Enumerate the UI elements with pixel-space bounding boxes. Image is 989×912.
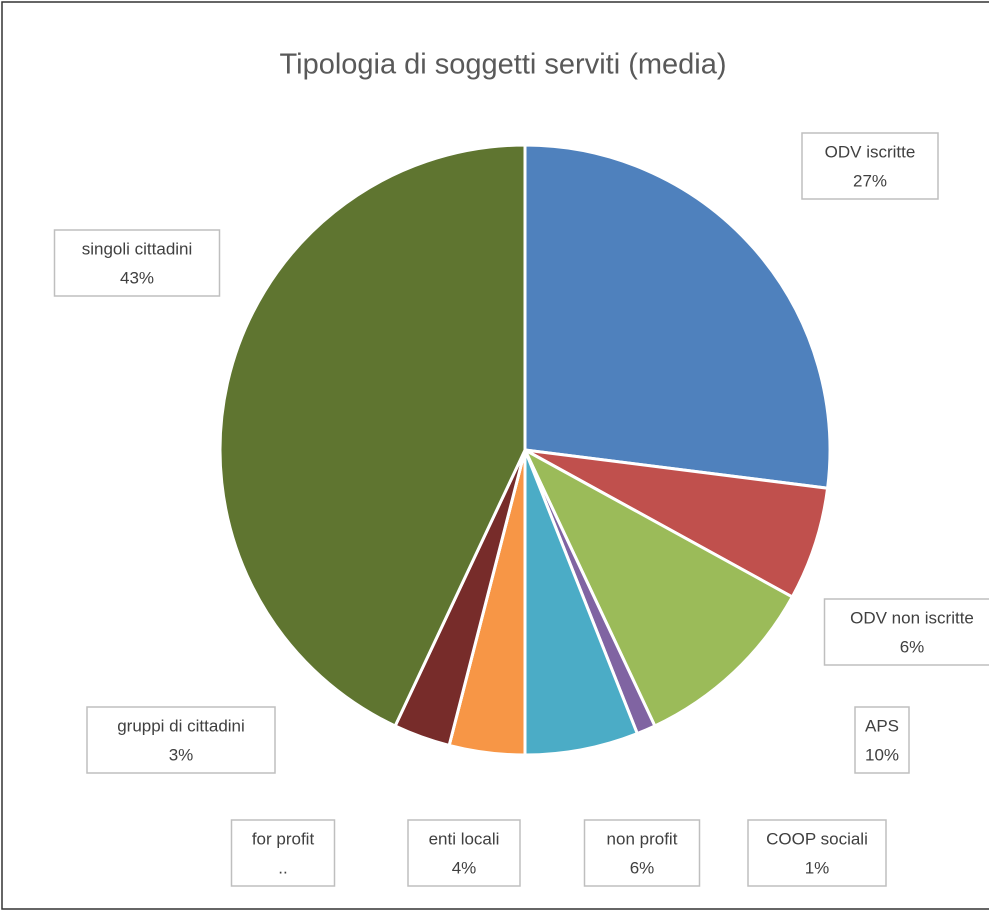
- chart-title: Tipologia di soggetti serviti (media): [279, 49, 726, 81]
- slice-value-label: 4%: [452, 858, 477, 877]
- slice-label: APS: [865, 716, 899, 735]
- label-box: [407, 819, 521, 887]
- label-box: [53, 229, 221, 297]
- slice-value-label: 1%: [805, 858, 830, 877]
- slice-label: enti locali: [429, 829, 500, 848]
- label-box: [230, 819, 336, 887]
- slice-label: ODV non iscritte: [850, 608, 974, 627]
- pie-slice: [218, 143, 527, 728]
- label-box: [854, 706, 910, 774]
- slice-label: singoli cittadini: [82, 239, 193, 258]
- pie-slice: [523, 143, 832, 490]
- slice-label: ODV iscritte: [825, 142, 916, 161]
- slice-value-label: 27%: [853, 171, 887, 190]
- slice-value-label: 6%: [630, 858, 655, 877]
- slice-label: non profit: [607, 829, 678, 848]
- slice-label: gruppi di cittadini: [117, 716, 245, 735]
- label-box: [823, 598, 989, 666]
- slice-value-label: 6%: [900, 637, 925, 656]
- slice-value-label: 43%: [120, 268, 154, 287]
- slice-value-label: 3%: [169, 745, 194, 764]
- label-box: [86, 706, 276, 774]
- slice-value-label: ..: [278, 858, 287, 877]
- label-box: [801, 132, 939, 200]
- pie-slice: [521, 446, 795, 728]
- slice-label: COOP sociali: [766, 829, 868, 848]
- label-box: [583, 819, 701, 887]
- label-box: [747, 819, 887, 887]
- slice-label: for profit: [252, 829, 315, 848]
- slice-value-label: 10%: [865, 745, 899, 764]
